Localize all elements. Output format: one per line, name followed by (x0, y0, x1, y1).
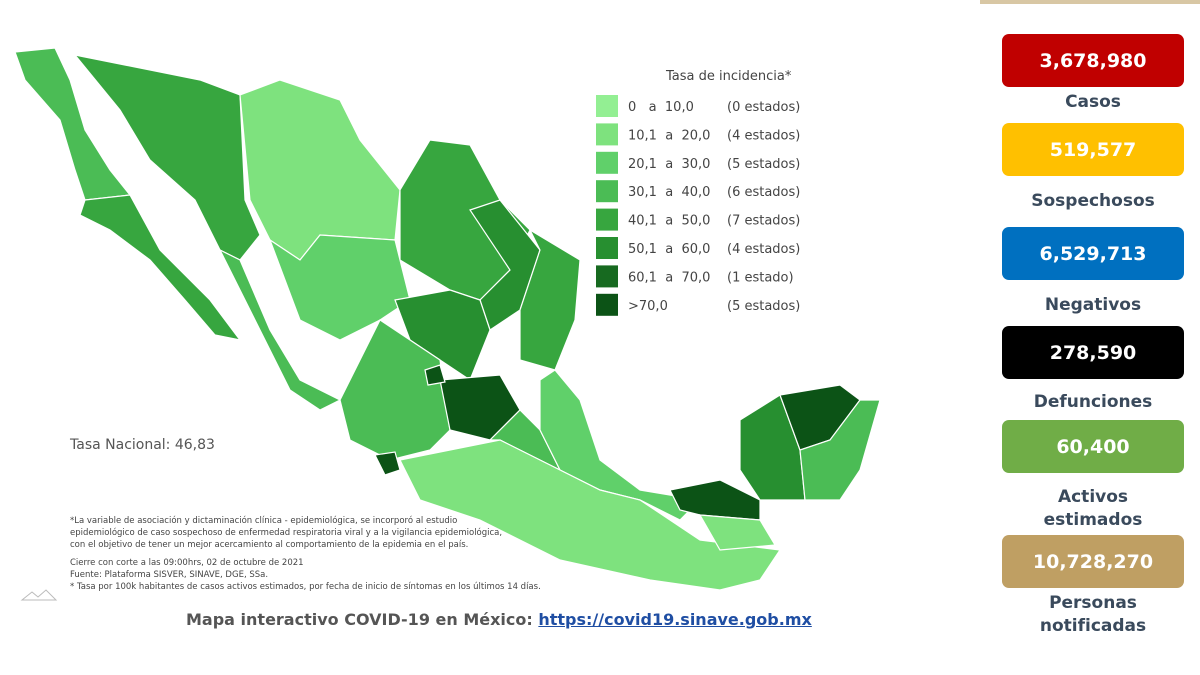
legend-swatch (596, 237, 618, 259)
stat-label: Activos estimados (990, 486, 1196, 532)
logo-mark (20, 589, 58, 601)
stat-value: 278,590 (1002, 326, 1184, 379)
stat-value: 3,678,980 (1002, 34, 1184, 87)
legend-range: 20,1 a 30,0 (628, 157, 710, 172)
legend-count: (4 estados) (727, 242, 800, 257)
footnote: * Tasa por 100k habitantes de casos acti… (70, 582, 541, 592)
stat-label-line: Activos (1057, 487, 1129, 507)
stat-label-line: Defunciones (1033, 392, 1153, 412)
legend-range: 40,1 a 50,0 (628, 214, 710, 229)
legend-swatch (596, 123, 618, 146)
stat-label-line: Casos (1065, 92, 1121, 112)
legend-range: 50,1 a 60,0 (628, 242, 710, 257)
legend-swatch (596, 293, 618, 316)
legend-swatch (596, 151, 618, 174)
legend-range: 30,1 a 40,0 (628, 185, 710, 200)
legend-swatch (596, 180, 618, 203)
footnote: con el objetivo de tener un mejor acerca… (70, 540, 468, 550)
stat-label: Negativos (990, 294, 1196, 317)
stat-label: Sospechosos (990, 190, 1196, 213)
footnote: epidemiológico de caso sospechoso de enf… (70, 527, 502, 538)
footnote: Fuente: Plataforma SISVER, SINAVE, DGE, … (70, 570, 268, 580)
top-bar (980, 0, 1200, 4)
legend-range: 0 a 10,0 (628, 100, 694, 115)
footer-link[interactable]: https://covid19.sinave.gob.mx (538, 610, 812, 629)
state (399, 439, 782, 591)
stat-label-line: Negativos (1044, 295, 1142, 315)
mexico-map: Tasa Nacional: 46,83 Tasa de incidencia*… (14, 47, 881, 601)
state (799, 399, 881, 501)
stat-label: Personas notificadas (990, 592, 1196, 638)
legend-range: 10,1 a 20,0 (628, 128, 710, 143)
stat-label-line: estimados (1043, 510, 1143, 530)
legend-range: 60,1 a 70,0 (628, 270, 710, 285)
state (698, 514, 777, 551)
footer-text: Mapa interactivo COVID-19 en México: (186, 610, 533, 629)
legend-count: (5 estados) (727, 157, 800, 172)
footer: Mapa interactivo COVID-19 en México: htt… (186, 610, 812, 629)
state (519, 228, 581, 371)
stat-value: 519,577 (1002, 123, 1184, 176)
legend-count: (6 estados) (727, 185, 800, 200)
legend-count: (0 estados) (727, 100, 800, 115)
legend-swatch (596, 95, 618, 117)
legend-count: (1 estado) (727, 270, 794, 285)
legend-count: (4 estados) (727, 128, 800, 143)
stat-value: 60,400 (1002, 420, 1184, 473)
state (374, 451, 401, 476)
state (424, 364, 446, 386)
footnote: *La variable de asociación y dictaminaci… (70, 515, 457, 526)
legend-title: Tasa de incidencia* (665, 69, 792, 84)
stat-label-line: notificadas (1039, 616, 1147, 636)
legend-count: (7 estados) (727, 214, 800, 229)
footnote: Cierre con corte a las 09:00hrs, 02 de o… (70, 558, 304, 568)
states (14, 47, 881, 591)
legend-swatch (596, 208, 618, 231)
state (79, 194, 242, 341)
stat-label-line: Personas (1049, 593, 1137, 613)
stat-label: Casos (990, 91, 1196, 114)
legend-swatch (596, 265, 618, 288)
stat-label-line: Sospechosos (1031, 191, 1155, 211)
national-rate: Tasa Nacional: 46,83 (69, 437, 215, 453)
stat-value: 10,728,270 (1002, 535, 1184, 588)
state (469, 199, 541, 331)
stat-value: 6,529,713 (1002, 227, 1184, 280)
legend-range: >70,0 (628, 299, 668, 314)
legend-count: (5 estados) (727, 299, 800, 314)
state (239, 79, 401, 261)
stat-label: Defunciones (990, 391, 1196, 414)
state (539, 369, 702, 521)
